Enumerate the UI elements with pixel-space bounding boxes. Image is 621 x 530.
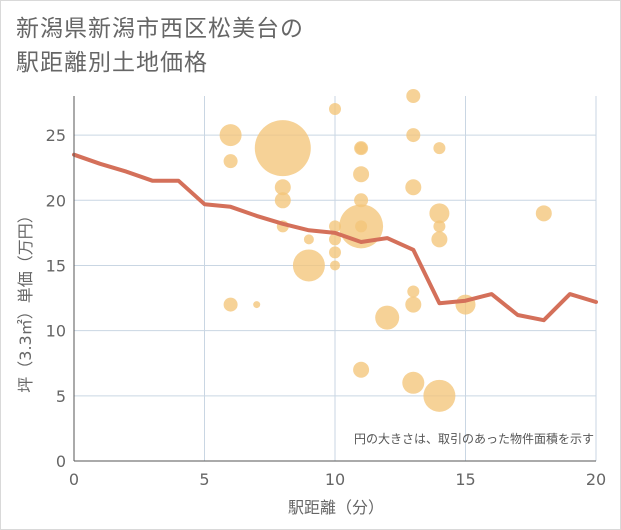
data-bubble: [433, 220, 446, 233]
data-bubble: [329, 246, 341, 259]
y-tick-label: 0: [56, 452, 66, 471]
y-tick-label: 10: [46, 322, 66, 341]
data-bubble: [274, 179, 291, 196]
data-bubble: [355, 220, 368, 233]
y-axis-label: 坪（3.3㎡）単価（万円）: [16, 207, 35, 392]
trend-line: [72, 152, 598, 323]
bubble-layer: [219, 89, 552, 412]
data-bubble: [353, 166, 370, 183]
data-bubble: [375, 305, 400, 330]
data-bubble: [423, 379, 456, 412]
data-bubble: [354, 193, 369, 208]
x-tick-label: 20: [586, 470, 606, 489]
data-bubble: [402, 371, 425, 394]
data-bubble: [429, 203, 450, 224]
trend-line-layer: [72, 152, 598, 323]
chart-title: 新潟県新潟市西区松美台の 駅距離別土地価格: [16, 12, 304, 80]
title-line-2: 駅距離別土地価格: [16, 50, 208, 76]
data-bubble: [330, 260, 340, 271]
y-tick-label: 5: [56, 387, 66, 406]
x-tick-label: 15: [455, 470, 475, 489]
data-bubble: [353, 361, 370, 378]
x-axis-label: 駅距離（分）: [288, 498, 384, 517]
data-bubble: [303, 234, 314, 245]
data-bubble: [329, 220, 341, 233]
data-bubble: [223, 154, 238, 169]
axes-layer: [73, 96, 596, 462]
y-tick-label: 20: [46, 191, 66, 210]
y-tick-label: 15: [46, 256, 66, 275]
data-bubble: [355, 142, 368, 155]
y-tick-label: 25: [46, 126, 66, 145]
size-note: 円の大きさは、取引のあった物件面積を示す: [354, 431, 594, 446]
data-bubble: [329, 103, 341, 116]
grid-lines: [74, 96, 597, 461]
data-bubble: [274, 192, 291, 209]
tick-labels: 0 5 10 15 20 0 5 10 15 20 25: [46, 126, 607, 489]
data-bubble: [223, 297, 238, 312]
data-bubble: [405, 296, 422, 313]
data-bubble: [253, 301, 261, 309]
data-bubble: [219, 124, 242, 147]
x-tick-label: 0: [69, 470, 79, 489]
data-bubble: [431, 231, 448, 248]
data-bubble: [535, 205, 552, 222]
data-bubble: [406, 89, 421, 103]
data-bubble: [254, 120, 311, 177]
x-tick-label: 5: [199, 470, 209, 489]
data-bubble: [433, 142, 446, 155]
title-line-1: 新潟県新潟市西区松美台の: [16, 16, 304, 42]
x-tick-label: 10: [325, 470, 345, 489]
data-bubble: [405, 179, 422, 196]
data-bubble: [407, 285, 420, 298]
data-bubble: [329, 233, 341, 246]
data-bubble: [292, 249, 325, 282]
data-bubble: [406, 128, 421, 143]
